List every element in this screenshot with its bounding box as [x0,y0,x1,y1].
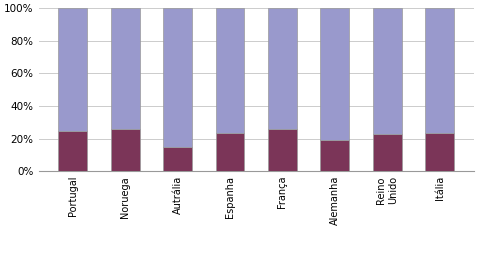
Bar [320,140,349,171]
Bar [111,8,140,129]
Bar [425,133,454,171]
Bar [373,134,402,171]
Bar [58,8,87,131]
Bar [373,8,402,134]
Bar [58,131,87,171]
Bar [216,133,244,171]
Bar [216,8,244,133]
Bar [163,147,192,171]
Bar [163,8,192,147]
Bar [320,8,349,140]
Bar [268,129,297,171]
Bar [425,8,454,133]
Bar [111,129,140,171]
Bar [268,8,297,129]
